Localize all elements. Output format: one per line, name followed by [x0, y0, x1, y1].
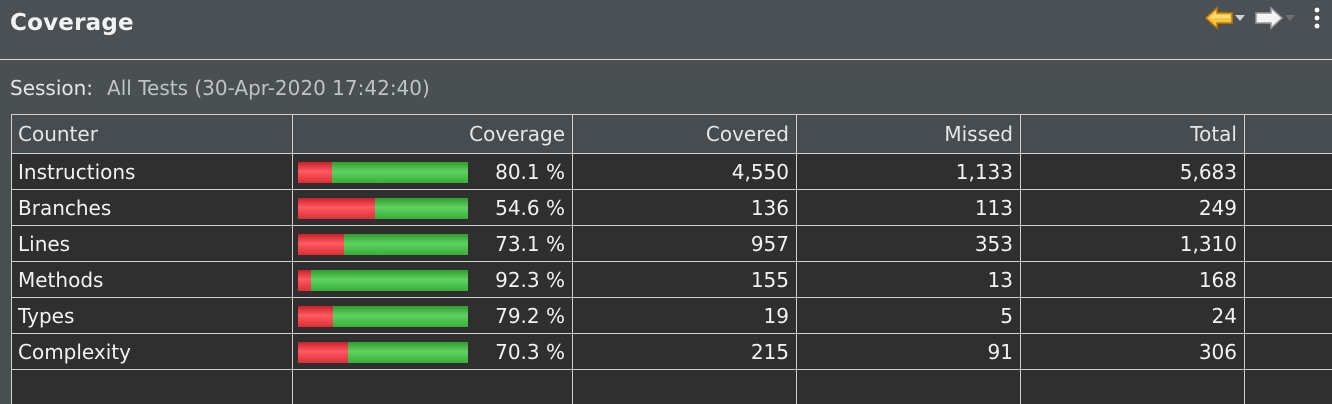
- covered-cell: 19: [763, 303, 789, 328]
- counter-cell: Branches: [18, 195, 112, 220]
- column-divider[interactable]: [1020, 115, 1021, 404]
- chevron-down-icon: [1235, 15, 1245, 21]
- coverage-bar: [298, 342, 468, 363]
- table-row[interactable]: Complexity 70.3 % 215 91 306: [12, 334, 1332, 370]
- column-header-covered[interactable]: Covered: [705, 122, 789, 146]
- missed-cell: 353: [974, 231, 1013, 256]
- missed-cell: 113: [974, 195, 1013, 220]
- covered-cell: 957: [750, 231, 789, 256]
- total-cell: 168: [1198, 267, 1237, 292]
- table-header: Counter Coverage Covered Missed Total: [12, 115, 1332, 154]
- missed-cell: 91: [987, 339, 1013, 364]
- session-info: Session: All Tests (30-Apr-2020 17:42:40): [10, 76, 430, 100]
- counter-cell: Complexity: [18, 339, 131, 364]
- coverage-cell: 73.1 %: [495, 231, 565, 256]
- forward-arrow-icon: [1255, 6, 1284, 30]
- covered-cell: 136: [750, 195, 789, 220]
- total-cell: 5,683: [1179, 159, 1237, 184]
- missed-cell: 1,133: [955, 159, 1013, 184]
- coverage-bar-missed: [298, 306, 334, 327]
- view-title: Coverage: [10, 10, 134, 36]
- coverage-cell: 70.3 %: [495, 339, 565, 364]
- view-menu-button[interactable]: [1310, 4, 1324, 32]
- table-row[interactable]: Lines 73.1 % 957 353 1,310: [12, 226, 1332, 262]
- coverage-bar: [298, 270, 468, 291]
- coverage-bar-missed: [298, 162, 332, 183]
- covered-cell: 215: [750, 339, 789, 364]
- chevron-down-icon: [1285, 15, 1295, 21]
- view-title-bar: Coverage: [0, 0, 1332, 60]
- counter-cell: Lines: [18, 231, 71, 256]
- view-toolbar: [1204, 4, 1324, 32]
- column-divider[interactable]: [796, 115, 797, 404]
- table-row[interactable]: Branches 54.6 % 136 113 249: [12, 190, 1332, 226]
- forward-history-dropdown[interactable]: [1284, 4, 1296, 32]
- coverage-cell: 79.2 %: [495, 303, 565, 328]
- back-history-dropdown[interactable]: [1234, 4, 1246, 32]
- coverage-cell: 92.3 %: [495, 267, 565, 292]
- coverage-bar: [298, 234, 468, 255]
- column-header-missed[interactable]: Missed: [944, 122, 1013, 146]
- session-value: All Tests (30-Apr-2020 17:42:40): [107, 76, 430, 100]
- counter-cell: Instructions: [18, 159, 136, 184]
- missed-cell: 13: [987, 267, 1013, 292]
- coverage-table: Counter Coverage Covered Missed Total In…: [11, 114, 1332, 404]
- empty-row: [12, 370, 1332, 404]
- view-menu-icon: [1314, 7, 1320, 29]
- column-divider[interactable]: [292, 115, 293, 404]
- session-label: Session:: [10, 76, 94, 100]
- covered-cell: 155: [750, 267, 789, 292]
- column-divider[interactable]: [572, 115, 573, 404]
- column-header-counter[interactable]: Counter: [18, 122, 98, 146]
- coverage-bar-missed: [298, 198, 376, 219]
- coverage-bar: [298, 162, 468, 183]
- table-row[interactable]: Instructions 80.1 % 4,550 1,133 5,683: [12, 154, 1332, 190]
- coverage-bar: [298, 306, 468, 327]
- column-header-total[interactable]: Total: [1190, 122, 1237, 146]
- table-row[interactable]: Types 79.2 % 19 5 24: [12, 298, 1332, 334]
- column-divider[interactable]: [1244, 115, 1245, 404]
- total-cell: 249: [1198, 195, 1237, 220]
- coverage-bar-missed: [298, 270, 312, 291]
- counter-cell: Methods: [18, 267, 104, 292]
- counter-cell: Types: [18, 303, 75, 328]
- back-arrow-icon: [1204, 6, 1233, 30]
- forward-button[interactable]: [1254, 4, 1284, 32]
- missed-cell: 5: [1000, 303, 1013, 328]
- total-cell: 1,310: [1179, 231, 1237, 256]
- total-cell: 24: [1211, 303, 1237, 328]
- column-header-coverage[interactable]: Coverage: [469, 122, 565, 146]
- coverage-cell: 80.1 %: [495, 159, 565, 184]
- table-row[interactable]: Methods 92.3 % 155 13 168: [12, 262, 1332, 298]
- coverage-bar: [298, 198, 468, 219]
- covered-cell: 4,550: [731, 159, 789, 184]
- coverage-bar-missed: [298, 234, 344, 255]
- coverage-cell: 54.6 %: [495, 195, 565, 220]
- back-button[interactable]: [1204, 4, 1234, 32]
- coverage-bar-missed: [298, 342, 349, 363]
- total-cell: 306: [1198, 339, 1237, 364]
